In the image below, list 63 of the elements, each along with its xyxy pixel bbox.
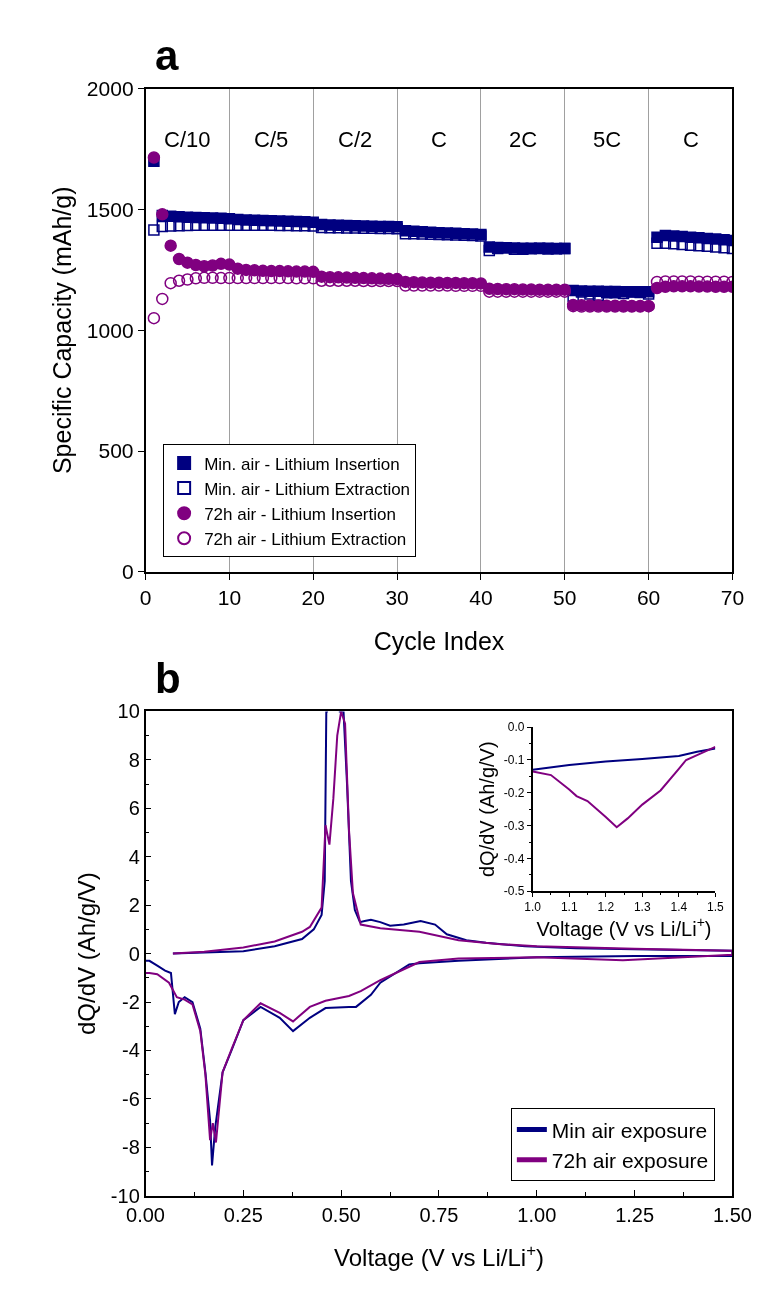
annotation: C/2 [338, 127, 373, 152]
y-tick-label: -0.5 [503, 884, 525, 899]
y-tick-label: -0.4 [503, 851, 525, 866]
y-tick-label: 6 [128, 797, 140, 820]
y-tick-label: 8 [128, 748, 140, 771]
annotation: C/10 [164, 127, 211, 152]
annotation: 2C [509, 127, 538, 152]
y-tick-label: -2 [121, 991, 140, 1014]
chart-title: a [155, 32, 179, 79]
x-tick-label: 0.25 [223, 1203, 263, 1226]
x-tick-label: 0.75 [419, 1203, 459, 1226]
y-tick-label: -6 [121, 1087, 140, 1110]
legend-label: Min air exposure [551, 1118, 708, 1142]
y-tick-label: 500 [98, 439, 134, 463]
y-tick-label: -0.2 [503, 785, 525, 800]
x-tick-label: 1.00 [517, 1203, 557, 1226]
x-tick-label: 1.5 [707, 900, 725, 915]
x-tick-label: 70 [720, 585, 745, 609]
x-tick-label: 1.4 [670, 900, 688, 915]
x-axis-title: Voltage (V vs Li/Li$^{+}$) [334, 1241, 544, 1272]
x-tick-label: 1.3 [633, 900, 651, 915]
y-tick-label: -0.3 [503, 818, 525, 833]
y-tick-label: 0.0 [507, 720, 525, 735]
legend-label: 72h air exposure [551, 1148, 709, 1172]
legend-label: 72h air - Lithium Insertion [204, 504, 396, 524]
x-tick-label: 50 [553, 585, 577, 609]
y-tick-label: 0 [128, 942, 140, 965]
annotation: C [431, 127, 447, 152]
y-tick-label: 0 [121, 560, 134, 584]
y-tick-label: -4 [121, 1039, 140, 1062]
y-tick-label: 10 [117, 700, 140, 723]
y-tick-label: 1000 [86, 318, 134, 342]
legend-label: 72h air - Lithium Extraction [204, 529, 407, 549]
x-tick-label: 1.25 [615, 1203, 655, 1226]
y-tick-label: 1500 [86, 197, 134, 221]
x-tick-label: 0.50 [321, 1203, 361, 1226]
legend-label: Min. air - Lithium Extraction [204, 479, 411, 499]
x-axis-title: Cycle Index [373, 627, 505, 656]
y-tick-label: 4 [128, 845, 140, 868]
x-tick-label: 1.0 [524, 900, 542, 915]
x-tick-label: 40 [469, 585, 493, 609]
x-tick-label: 1.1 [560, 900, 578, 915]
annotation: 5C [593, 127, 622, 152]
y-tick-label: -8 [121, 1136, 140, 1159]
x-tick-label: 20 [301, 585, 325, 609]
x-tick-label: 1.2 [597, 900, 615, 915]
y-axis-title: Specific Capacity (mAh/g) [48, 186, 77, 475]
y-axis-title: dQ/dV (Ah/g/V) [475, 741, 498, 878]
x-axis-title: Voltage (V vs Li/Li$^{+}$) [536, 914, 712, 940]
line-series [532, 745, 716, 829]
y-tick-label: 2000 [86, 76, 134, 100]
y-tick-label: -0.1 [503, 753, 525, 768]
x-tick-label: 60 [636, 585, 661, 609]
y-tick-label: 2 [128, 894, 140, 917]
y-axis-title: dQ/dV (Ah/g/V) [73, 872, 101, 1035]
annotation: C/5 [254, 127, 289, 152]
x-tick-label: 10 [217, 585, 242, 609]
chart-title: b [155, 655, 181, 702]
annotation: C [683, 127, 699, 152]
line-series [532, 747, 716, 771]
legend-label: Min. air - Lithium Insertion [204, 454, 400, 474]
x-tick-label: 30 [385, 585, 409, 609]
x-tick-label: 1.50 [712, 1203, 752, 1226]
